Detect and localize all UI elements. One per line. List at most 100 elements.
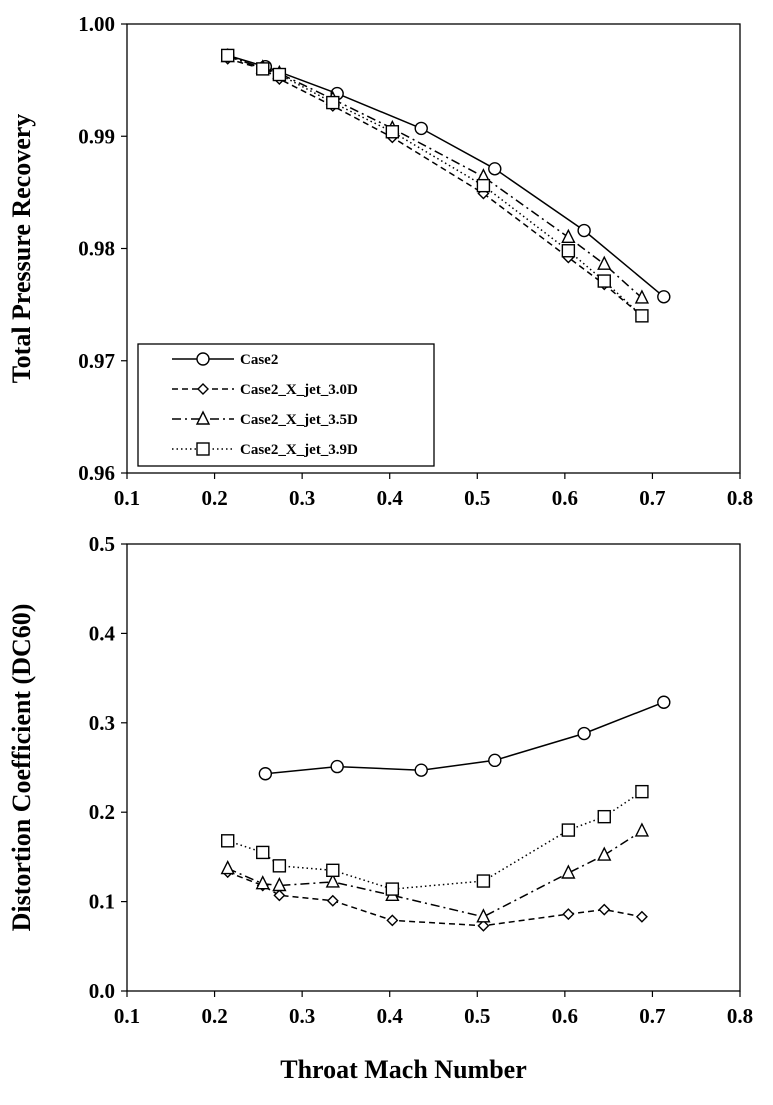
data-point [561,823,576,837]
data-point [221,48,235,63]
data-point [256,845,270,860]
y-axis-label: Total Pressure Recovery [7,114,36,384]
data-point [561,864,576,879]
legend-label: Case2 [240,352,278,368]
data-point [414,121,428,136]
data-point [597,809,611,824]
legend-label: Case2_X_jet_3.0D [240,382,358,398]
series-line [227,54,643,317]
data-point [330,759,344,774]
x-tick-label: 0.4 [377,486,404,510]
series-square [221,784,649,896]
data-point [220,859,235,875]
y-tick-label: 0.2 [89,800,115,824]
x-tick-label: 0.8 [727,486,753,510]
data-point [577,223,591,238]
series-line [227,871,643,927]
y-tick-label: 0.96 [78,461,115,485]
legend: Case2 Case2_X_jet_3.0D Case2_X_jet_3.5D Cas… [137,343,435,467]
data-point [562,908,575,921]
data-point [325,873,340,888]
series-diamond [221,866,648,932]
data-point [255,875,270,890]
y-tick-label: 0.97 [78,349,115,373]
data-point [326,894,339,907]
data-point [634,289,650,304]
data-point [597,846,612,861]
series-line [227,55,643,299]
data-point [272,859,287,873]
x-tick-label: 0.7 [639,1004,665,1028]
data-point [272,876,287,892]
series-line [265,701,665,775]
legend-marker [196,352,210,366]
series-circle [258,695,671,781]
series-line [227,58,643,317]
data-point [256,62,270,76]
data-point [221,834,235,848]
x-tick-label: 0.6 [552,486,578,510]
legend-label: Case2_X_jet_3.9D [240,442,358,458]
y-tick-label: 1.00 [78,12,115,36]
legend-box [137,343,435,467]
data-point [635,910,648,923]
x-tick-label: 0.4 [377,1004,404,1028]
distortion-chart: 0.1 0.2 0.3 0.4 0.5 0.6 0.7 0.80.00.10.20.30.40… [7,532,753,1084]
data-point [326,95,340,110]
series-triangle [220,47,650,304]
data-point [597,255,612,270]
y-tick-label: 0.4 [89,621,116,645]
x-tick-label: 0.8 [727,1004,753,1028]
legend-label: Case2_X_jet_3.5D [240,412,358,428]
x-tick-label: 0.6 [552,1004,578,1028]
data-point [598,903,611,916]
data-point [476,178,491,193]
data-point [477,919,490,932]
series-line [227,790,643,890]
data-point [273,889,286,902]
x-tick-label: 0.3 [289,486,315,510]
x-tick-label: 0.2 [201,486,227,510]
y-tick-label: 0.99 [78,124,115,148]
legend-marker [196,442,210,456]
y-tick-label: 0.98 [78,237,115,261]
x-tick-label: 0.7 [639,486,665,510]
series-diamond [221,52,648,322]
x-axis-label: Throat Mach Number [280,1055,527,1084]
series-triangle [220,822,650,923]
data-point [414,763,428,777]
data-point [326,863,340,878]
data-point [597,274,611,288]
x-tick-label: 0.5 [464,1004,490,1028]
data-point [635,784,649,799]
data-point [634,822,650,837]
x-tick-label: 0.3 [289,1004,315,1028]
data-point [561,244,576,258]
x-tick-label: 0.2 [201,1004,227,1028]
data-point [386,914,399,927]
data-point [385,882,400,896]
y-tick-label: 0.0 [89,979,115,1003]
x-tick-label: 0.1 [114,486,140,510]
y-tick-label: 0.5 [89,532,115,556]
x-tick-label: 0.1 [114,1004,140,1028]
data-point [272,67,287,82]
y-tick-label: 0.1 [89,890,115,914]
data-point [577,726,591,741]
data-point [476,874,491,888]
data-point [385,125,400,139]
data-point [561,228,576,243]
plot-frame [126,543,741,992]
recovery-chart: 0.1 0.2 0.3 0.4 0.5 0.6 0.7 0.8 0.96 0.97 0.98 0.99… [7,12,753,510]
data-point [258,767,273,781]
series-square [221,48,649,323]
legend-marker [195,410,211,425]
y-tick-label: 0.3 [89,711,115,735]
data-point [657,695,671,709]
data-point [488,753,502,768]
data-point [476,908,491,923]
series-line [227,830,643,918]
x-tick-label: 0.5 [464,486,490,510]
data-point [635,309,649,323]
